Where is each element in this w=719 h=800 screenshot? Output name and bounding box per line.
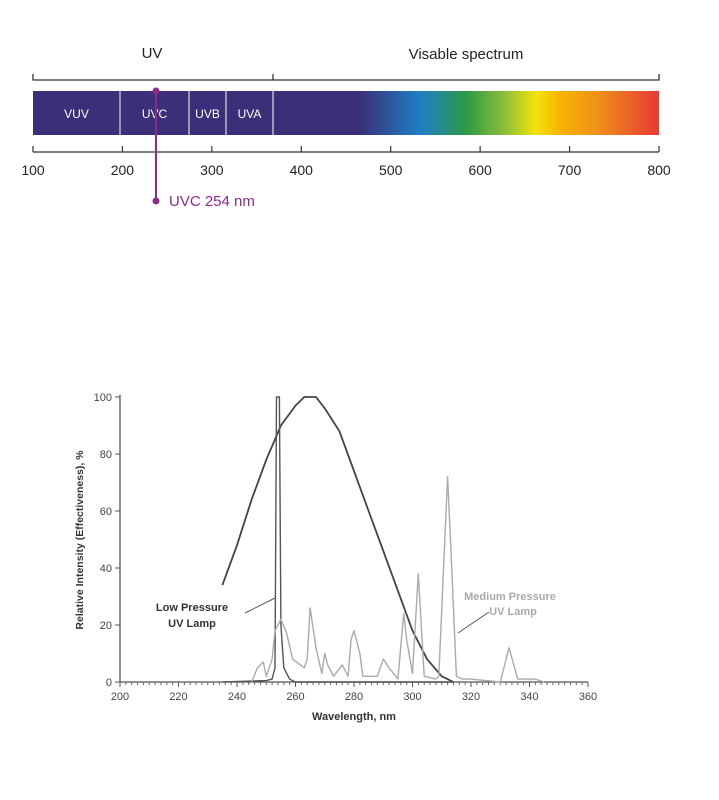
x-tick-label: 200 (111, 691, 129, 703)
uv-region-label: UV (142, 45, 163, 62)
y-axis-label: Relative Intensity (Effectiveness), % (74, 450, 86, 630)
y-tick-label: 100 (94, 392, 112, 404)
region-bracket (32, 74, 660, 81)
band-label-uvc: UVC (142, 107, 168, 121)
x-tick-label: 360 (579, 691, 597, 703)
y-tick-label: 20 (100, 620, 112, 632)
y-tick-label: 80 (100, 449, 112, 461)
x-tick-label: 240 (228, 691, 246, 703)
spectrum-tick-label: 800 (647, 162, 671, 178)
spectrum-tick-label: 400 (290, 162, 314, 178)
x-axis-label: Wavelength, nm (312, 711, 396, 723)
series-line-effectiveness (221, 396, 454, 683)
band-label-vuv: VUV (64, 107, 89, 121)
visible-spectrum-bar (274, 91, 659, 135)
x-tick-label: 220 (169, 691, 187, 703)
spectrum-tick-label: 500 (379, 162, 403, 178)
x-tick-label: 300 (403, 691, 421, 703)
y-tick-label: 0 (106, 677, 112, 689)
series-line-low-pressure (222, 396, 454, 683)
band-label-uvb: UVB (195, 107, 220, 121)
spectrum-diagram: UV Visable spectrum VUV UVC UVB UVA 100 200 300 4… (21, 45, 671, 210)
spectrum-tick-label: 600 (468, 162, 492, 178)
y-tick-label: 40 (100, 563, 112, 575)
x-tick-label: 280 (345, 691, 363, 703)
visible-region-label: Visable spectrum (409, 46, 524, 63)
y-tick-label: 60 (100, 506, 112, 518)
band-label-uva: UVA (238, 107, 262, 121)
uvc-254-label: UVC 254 nm (169, 193, 255, 210)
marker-dot-bottom (152, 197, 160, 205)
x-tick-label: 320 (462, 691, 480, 703)
spectrum-tick-label: 700 (558, 162, 582, 178)
low-pressure-label-line2: UV Lamp (168, 618, 216, 630)
x-tick-label: 340 (520, 691, 538, 703)
medium-pressure-label-line1: Medium Pressure (464, 591, 556, 603)
medium-pressure-pointer (457, 611, 490, 634)
spectrum-tick-label: 100 (21, 162, 45, 178)
marker-dot-top (152, 87, 160, 95)
series-line-medium-pressure (250, 476, 545, 683)
low-pressure-label-line1: Low Pressure (156, 602, 228, 614)
spectrum-tick-label: 200 (111, 162, 135, 178)
uv-band-bar (33, 91, 275, 135)
x-tick-label: 260 (286, 691, 304, 703)
medium-pressure-label-line2: UV Lamp (489, 606, 537, 618)
spectrum-tick-label: 300 (200, 162, 224, 178)
low-pressure-pointer (244, 597, 276, 614)
